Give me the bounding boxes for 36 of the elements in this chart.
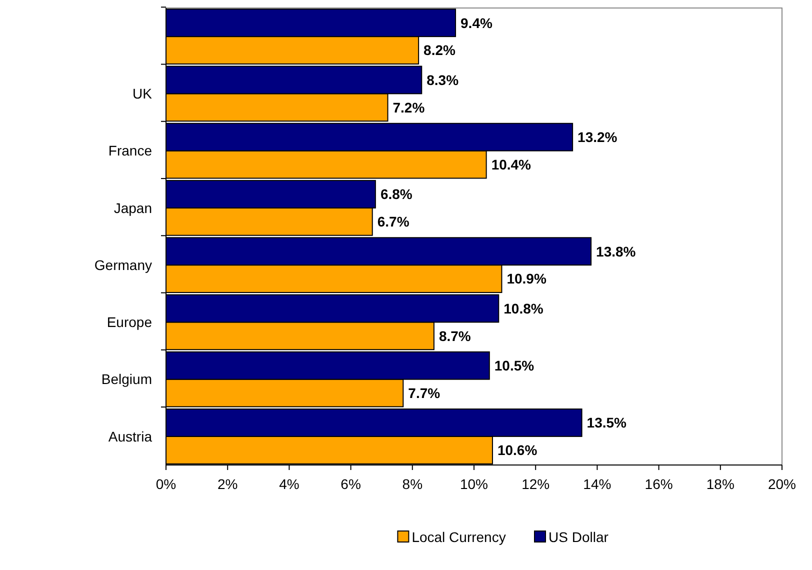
legend-label: Local Currency xyxy=(412,528,506,545)
data-label: 10.4% xyxy=(491,156,532,172)
data-label: 10.6% xyxy=(497,442,538,458)
data-label: 10.9% xyxy=(506,270,547,287)
y-tick-label: France xyxy=(108,142,152,159)
data-label: 10.8% xyxy=(504,300,544,316)
x-tick-label: 0% xyxy=(156,476,176,492)
x-tick-label: 18% xyxy=(706,476,734,492)
x-tick-label: 10% xyxy=(460,476,488,492)
data-label: 13.2% xyxy=(578,129,618,145)
x-tick-label: 20% xyxy=(768,476,796,492)
x-tick-label: 14% xyxy=(583,476,612,492)
x-tick-label: 4% xyxy=(279,476,300,492)
data-label: 10.5% xyxy=(494,358,535,374)
y-tick-label: Belgium xyxy=(101,371,152,388)
data-label: 6.8% xyxy=(380,186,413,202)
data-label: 8.2% xyxy=(424,42,456,58)
x-tick-label: 12% xyxy=(522,476,550,492)
data-label: 8.3% xyxy=(426,72,460,88)
x-tick-label: 6% xyxy=(340,476,361,492)
x-tick-label: 2% xyxy=(217,476,238,492)
data-label: 13.5% xyxy=(586,414,628,431)
data-label: 9.4% xyxy=(460,14,493,31)
y-tick-label: Japan xyxy=(114,200,152,216)
legend-label: US Dollar xyxy=(548,528,609,545)
data-label: 13.8% xyxy=(596,243,636,260)
data-label: 7.2% xyxy=(392,99,426,116)
x-tick-label: 8% xyxy=(402,476,423,492)
data-label: 7.7% xyxy=(408,384,441,401)
data-label: 8.7% xyxy=(438,328,472,344)
y-tick-label: Europe xyxy=(106,314,152,330)
y-tick-label: UK xyxy=(132,86,153,102)
y-tick-label: Austria xyxy=(108,428,152,444)
x-tick-label: 16% xyxy=(644,476,673,492)
y-tick-label: Germany xyxy=(94,256,152,273)
data-label: 6.7% xyxy=(377,214,410,230)
